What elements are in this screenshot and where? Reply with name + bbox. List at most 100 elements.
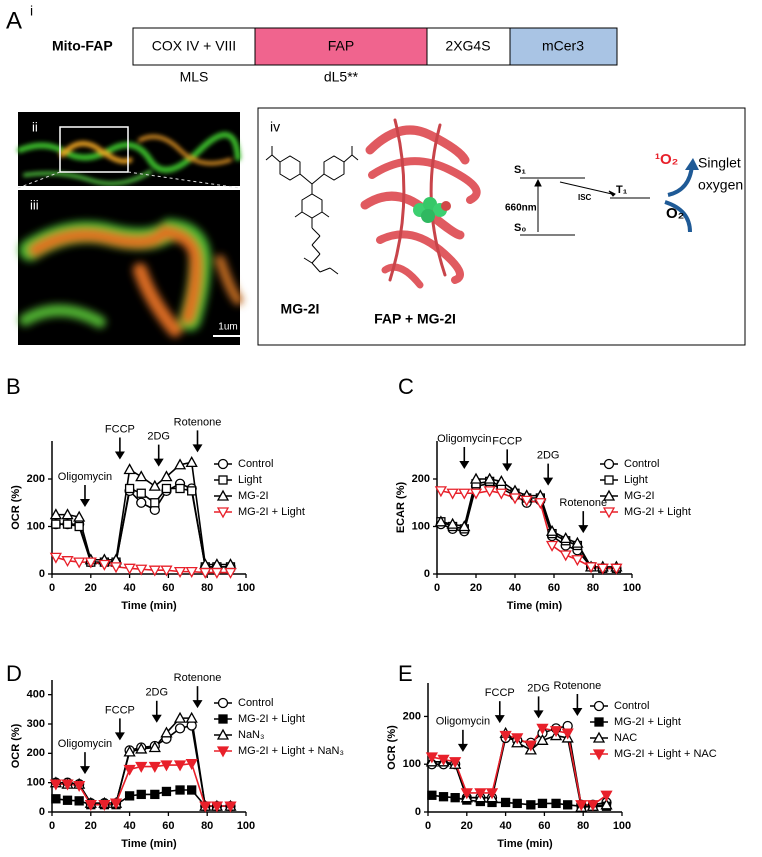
scale-label: 1um [218,322,237,333]
marker [73,780,86,792]
marker [173,566,187,578]
marker [536,733,549,745]
construct-name: Mito-FAP [52,38,113,54]
y-axis-label: OCR (%) [10,485,22,530]
marker [199,567,212,579]
marker [551,798,561,809]
arrow-head [151,714,162,723]
marker [199,801,212,813]
marker [449,757,462,769]
marker [508,493,522,505]
x-axis-label: Time (min) [121,838,177,850]
under-label: MLS [180,69,209,85]
marker [469,488,483,500]
marker [74,796,84,806]
marker [123,745,136,757]
marker [98,559,111,571]
microscopy [17,112,243,345]
x-tick-label: 100 [237,820,255,832]
marker [600,790,613,802]
marker [61,508,74,520]
y-tick-label: 300 [27,718,45,730]
level-label: S₁ [514,164,526,176]
marker [61,556,74,568]
marker [148,761,161,773]
annotation: Oligomycin [437,433,491,445]
legend-label: Light [624,474,648,486]
legend-marker [604,475,614,485]
marker [446,517,459,529]
y-tick-label: 100 [403,758,421,770]
marker [135,742,148,754]
legend-marker [592,731,606,743]
under-label: dL5** [324,69,359,85]
dye-label: MG-2I [281,301,320,317]
marker [458,488,471,500]
energy-diagram [520,158,699,236]
marker [135,761,148,773]
marker [150,498,160,508]
x-tick-label: 0 [49,820,55,832]
panel-letter: E [398,661,413,686]
marker [62,519,73,529]
annotation: Rotenone [174,672,222,684]
x-tick-label: 60 [162,582,174,594]
legend-label: MG-2I + Light [624,506,691,518]
marker [160,470,173,482]
sub-label: iii [30,197,39,212]
marker [73,557,86,569]
annotation: FCCP [492,435,522,447]
y-tick-label: 100 [27,777,45,789]
marker [450,793,460,803]
marker [61,779,74,791]
arrow-head [192,444,203,453]
marker [434,486,448,498]
marker [175,483,185,494]
marker [500,797,511,808]
annotation: Oligomycin [58,471,112,483]
marker [173,711,187,723]
marker [135,470,148,482]
x-tick-label: 100 [237,582,255,594]
legend-label: Control [238,697,273,709]
legend-label: Control [238,458,273,470]
marker [559,550,572,562]
arrow-head [192,700,203,709]
marker [575,800,588,812]
isc-label: ISC [578,193,592,202]
panel-letter: C [398,374,414,399]
arrow-head [459,461,470,469]
legend-marker [603,458,615,470]
x-tick-label: 80 [201,820,213,832]
marker [563,800,573,810]
panel-box [257,107,746,346]
y-axis-label: OCR (%) [10,723,22,768]
annotation: Oligomycin [436,716,490,728]
marker [135,564,148,576]
legend-marker [216,728,230,740]
marker [185,456,198,468]
x-tick-label: 20 [470,582,482,594]
panel-letter: B [6,374,21,399]
panel-letter: D [6,661,22,686]
x-tick-label: 100 [623,582,641,594]
y-tick-label: 200 [27,747,45,759]
arrow-head [494,715,505,724]
marker [124,483,135,494]
marker [160,565,173,577]
segment-label: FAP [328,38,354,54]
marker [187,785,197,795]
marker [483,472,496,484]
y-axis-label: ECAR (%) [395,482,407,534]
marker [174,723,186,734]
marker [224,567,237,579]
marker [495,475,508,487]
y-tick-label: 0 [415,806,421,818]
wavelength-label: 660nm [505,203,537,214]
marker [161,786,172,797]
x-tick-label: 40 [123,820,135,832]
marker [73,510,86,522]
marker [124,791,135,801]
y-tick-label: 100 [27,520,45,532]
arrow-head [502,463,513,472]
